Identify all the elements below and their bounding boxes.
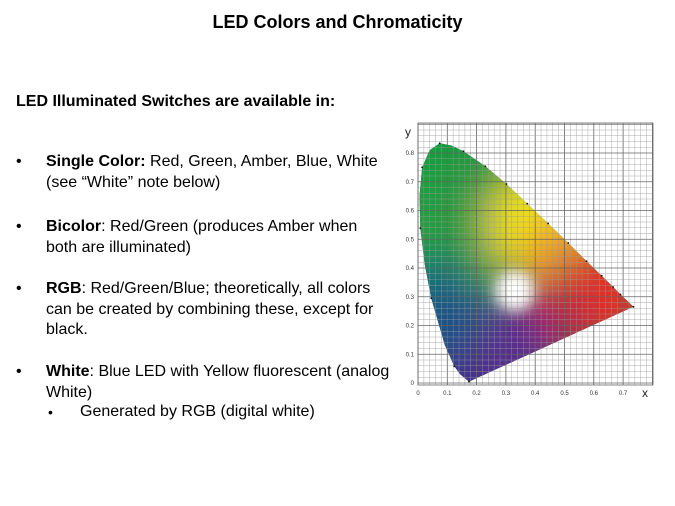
bullet-bold: Single Color: <box>46 153 146 170</box>
y-tick-label: 0.2 <box>406 324 415 330</box>
wavelength-marker <box>419 227 422 230</box>
wavelength-marker <box>438 142 441 145</box>
bullet-icon: • <box>16 153 22 170</box>
bullet-bold: Bicolor <box>46 218 102 235</box>
wavelength-marker <box>612 286 615 288</box>
x-tick-label: 0.5 <box>560 391 569 397</box>
x-tick-label: 0.1 <box>443 391 452 397</box>
color-gamut <box>419 143 634 382</box>
heading: LED Illuminated Switches are available i… <box>16 93 336 110</box>
wavelength-marker <box>462 150 465 153</box>
x-tick-label: 0.3 <box>502 391 511 397</box>
y-tick-label: 0.3 <box>406 295 415 301</box>
y-tick-label: 0.5 <box>406 237 415 243</box>
bullet-bold: White <box>46 363 90 380</box>
y-tick-label: 0.6 <box>406 209 415 215</box>
grid <box>417 122 654 386</box>
bullet-text: : Blue LED with Yellow fluorescent (anal… <box>46 363 390 401</box>
wavelength-marker <box>484 165 487 168</box>
wavelength-marker <box>526 202 529 205</box>
y-axis-label: y <box>405 125 411 139</box>
wavelength-marker <box>430 297 433 300</box>
bullet-icon: • <box>16 363 22 380</box>
wavelength-marker <box>600 274 603 277</box>
wavelength-marker <box>585 260 588 262</box>
x-tick-label: 0.7 <box>619 391 628 397</box>
bullet-icon: • <box>16 280 22 297</box>
wavelength-marker <box>567 242 570 244</box>
wavelength-marker <box>619 293 622 296</box>
wavelength-marker <box>505 183 508 185</box>
y-tick-label: 0 <box>411 381 415 387</box>
bullet-text: Red, Green, Amber, Blue, White (see “Whi… <box>46 153 378 191</box>
x-tick-label: 0.4 <box>531 391 540 397</box>
wavelength-marker <box>421 166 424 169</box>
x-tick-label: 0.6 <box>590 391 599 397</box>
bullet-icon: • <box>16 218 22 235</box>
sub-bullet-text: Generated by RGB (digital white) <box>80 403 315 420</box>
wavelength-marker <box>468 380 470 383</box>
y-tick-label: 0.1 <box>406 352 415 358</box>
x-tick-label: 0 <box>416 391 420 397</box>
wavelength-marker <box>632 305 635 308</box>
wavelength-marker <box>547 222 549 225</box>
y-tick-label: 0.8 <box>406 151 415 157</box>
bullet-text: : Red/Green/Blue; theoretically, all col… <box>46 280 374 338</box>
bullet-text: : Red/Green (produces Amber when both ar… <box>46 218 358 256</box>
x-tick-label: 0.2 <box>472 391 481 397</box>
slide-title: LED Colors and Chromaticity <box>212 12 463 32</box>
y-tick-label: 0.7 <box>406 180 415 186</box>
wavelength-marker <box>453 365 456 368</box>
bullet-bold: RGB <box>46 280 82 297</box>
y-tick-label: 0.4 <box>406 266 415 272</box>
x-axis-label: x <box>642 386 648 400</box>
sub-bullet-icon: • <box>48 404 53 420</box>
